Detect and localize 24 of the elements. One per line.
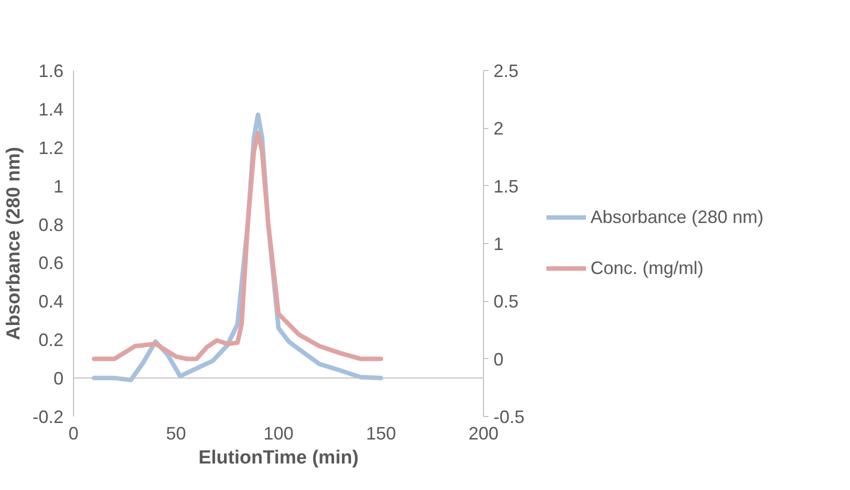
y-tick-label: 0.4 [38, 292, 64, 312]
y-tick-label: 0.6 [38, 253, 64, 274]
y-axis-title: Absorbance (280 nm) [3, 146, 24, 340]
y2-tick-label: 2.5 [494, 61, 519, 81]
x-tick-label: 50 [166, 424, 186, 444]
y2-tick-label: 1 [494, 234, 504, 254]
x-tick-label: 100 [263, 424, 294, 444]
y-tick-label: -0.2 [32, 407, 64, 427]
y-tick-label: 1.2 [38, 138, 64, 158]
y2-tick-label: 0.5 [494, 292, 519, 312]
x-axis-title: ElutionTime (min) [198, 448, 359, 468]
y-tick-label: 0.2 [38, 330, 64, 350]
legend-label: Absorbance (280 nm) [590, 206, 764, 228]
y2-tick-label: 0 [494, 349, 504, 370]
y-tick-label: 1.6 [38, 61, 64, 81]
y2-tick-label: 2 [494, 118, 504, 139]
y-tick-label: 1.4 [38, 99, 64, 120]
x-tick-label: 150 [366, 424, 396, 444]
legend-label: Conc. (mg/ml) [590, 258, 704, 278]
y-tick-label: 0.8 [38, 214, 64, 235]
y-tick-label: 0 [53, 368, 64, 389]
x-tick-label: 0 [68, 424, 79, 444]
y-tick-label: 1 [53, 176, 64, 196]
y2-tick-label: 1.5 [494, 176, 519, 196]
